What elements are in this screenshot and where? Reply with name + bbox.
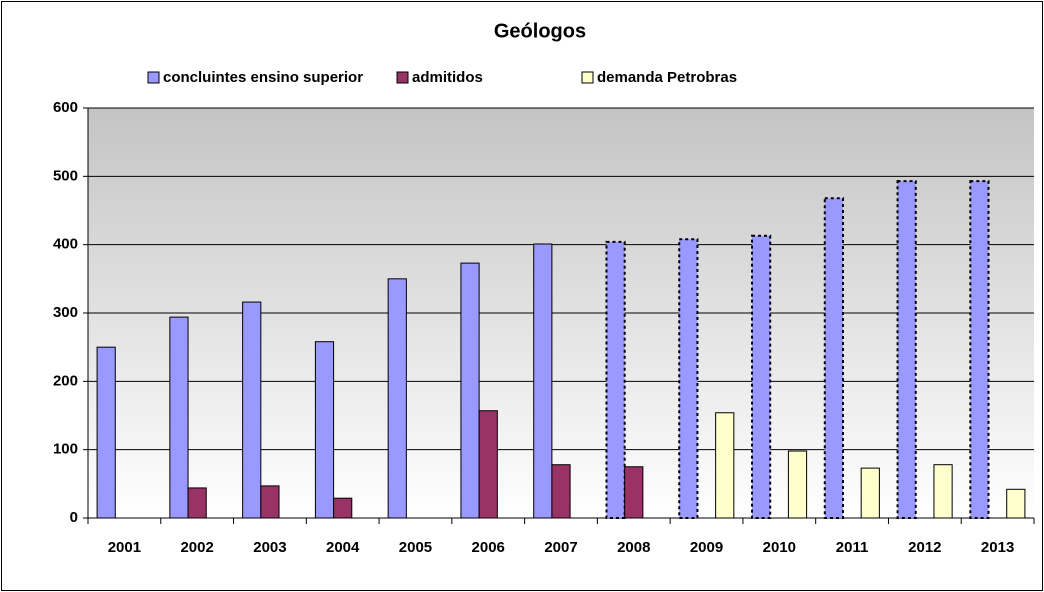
bar: [678, 238, 699, 519]
x-tick-label: 2006: [472, 539, 505, 556]
x-tick-label: 2009: [690, 539, 723, 556]
y-tick-label: 600: [53, 99, 78, 116]
x-tick-label: 2001: [108, 539, 141, 556]
y-tick-label: 300: [53, 304, 78, 321]
bar: [551, 464, 571, 519]
bar: [605, 240, 626, 520]
y-tick-label: 400: [53, 236, 78, 253]
y-tick-label: 0: [70, 509, 78, 526]
y-tick-label: 200: [53, 372, 78, 389]
bar: [1006, 488, 1026, 519]
x-tick-label: 2008: [617, 539, 650, 556]
bar: [969, 180, 990, 519]
legend-label: demanda Petrobras: [597, 69, 737, 86]
bar: [260, 485, 280, 519]
bar: [387, 278, 407, 519]
bar: [933, 464, 953, 519]
y-tick-label: 500: [53, 167, 78, 184]
x-tick-label: 2012: [908, 539, 941, 556]
x-tick-label: 2011: [836, 539, 869, 556]
x-tick-label: 2002: [180, 539, 213, 556]
x-tick-label: 2007: [544, 539, 577, 556]
x-tick-label: 2003: [253, 539, 286, 556]
bar: [715, 412, 735, 519]
bar: [96, 346, 116, 519]
legend-label: admitidos: [412, 69, 483, 86]
bar: [169, 316, 189, 519]
bar: [896, 180, 917, 519]
bar: [823, 197, 844, 519]
bar: [478, 410, 498, 519]
bar: [533, 243, 553, 519]
legend-swatch: [147, 71, 160, 84]
bar: [242, 301, 262, 519]
chart-title: Geólogos: [494, 20, 586, 42]
bar: [860, 467, 880, 519]
y-tick-label: 100: [53, 441, 78, 458]
bar: [314, 341, 335, 519]
legend-swatch: [581, 71, 594, 84]
x-tick-label: 2010: [763, 539, 796, 556]
bar: [460, 262, 480, 519]
legend-label: concluintes ensino superior: [163, 69, 363, 86]
x-tick-label: 2013: [981, 539, 1014, 556]
bar: [787, 450, 808, 519]
x-tick-label: 2004: [326, 539, 360, 556]
legend-swatch: [396, 71, 409, 84]
x-tick-label: 2005: [399, 539, 432, 556]
bar: [187, 487, 207, 519]
bar: [333, 497, 353, 519]
bar: [624, 466, 644, 519]
bar: [751, 234, 772, 520]
